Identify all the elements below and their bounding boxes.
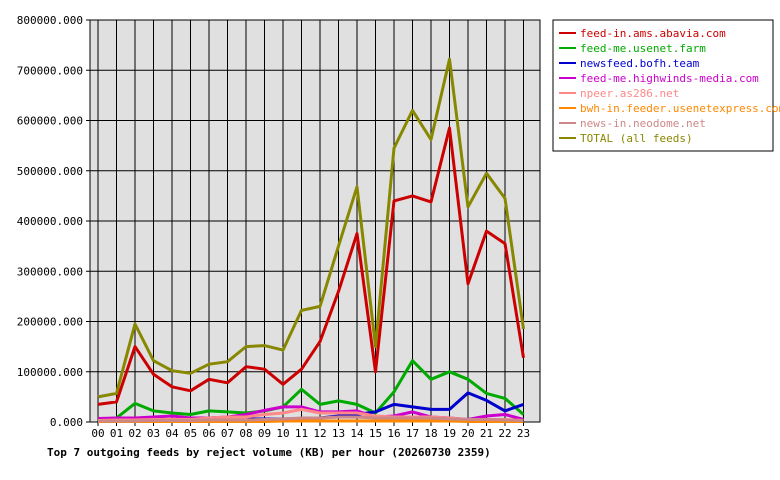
x-tick-label: 05 — [184, 427, 197, 440]
x-tick-label: 07 — [221, 427, 234, 440]
x-tick-label: 23 — [517, 427, 530, 440]
x-tick-label: 14 — [350, 427, 364, 440]
legend-label: npeer.as286.net — [580, 87, 679, 100]
y-tick-label: 500000.000 — [17, 165, 83, 178]
x-tick-label: 08 — [239, 427, 252, 440]
x-tick-label: 16 — [387, 427, 400, 440]
x-tick-label: 18 — [424, 427, 437, 440]
series-line-6 — [98, 415, 524, 423]
legend-label: feed-me.usenet.farm — [580, 42, 706, 55]
y-tick-label: 200000.000 — [17, 316, 83, 329]
series-line-1 — [97, 359, 525, 421]
x-tick-label: 00 — [91, 427, 104, 440]
x-tick-label: 20 — [461, 427, 474, 440]
x-tick-label: 13 — [332, 427, 345, 440]
y-tick-label: 600000.000 — [17, 115, 83, 128]
x-tick-label: 12 — [313, 427, 326, 440]
legend-label: feed-me.highwinds-media.com — [580, 72, 759, 85]
legend-label: bwh-in.feeder.usenetexpress.com — [580, 102, 780, 115]
y-tick-label: 300000.000 — [17, 265, 83, 278]
series-lines — [97, 57, 525, 423]
y-tick-label: 400000.000 — [17, 215, 83, 228]
x-tick-label: 17 — [406, 427, 419, 440]
legend: feed-in.ams.abavia.com feed-me.usenet.far… — [552, 19, 780, 152]
x-tick-label: 21 — [480, 427, 493, 440]
y-tick-label: 0.000 — [50, 416, 83, 429]
x-tick-label: 01 — [110, 427, 123, 440]
series-line-7 — [97, 57, 525, 399]
legend-label: news-in.neodome.net — [580, 117, 706, 130]
y-tick-label: 800000.000 — [17, 14, 83, 27]
x-tick-label: 04 — [165, 427, 179, 440]
x-tick-label: 11 — [295, 427, 308, 440]
series-line-0 — [97, 126, 525, 406]
x-tick-label: 19 — [443, 427, 456, 440]
chart-title: Top 7 outgoing feeds by reject volume (K… — [47, 446, 491, 459]
legend-label: feed-in.ams.abavia.com — [580, 27, 726, 40]
legend-box — [552, 19, 774, 152]
legend-label: newsfeed.bofh.team — [580, 57, 700, 70]
x-tick-label: 22 — [498, 427, 511, 440]
y-axis: 0.000 100000.000 200000.000 300000.000 40000… — [17, 14, 90, 429]
x-tick-label: 10 — [276, 427, 289, 440]
x-tick-label: 02 — [128, 427, 141, 440]
legend-label: TOTAL (all feeds) — [580, 132, 693, 145]
y-tick-label: 100000.000 — [17, 366, 83, 379]
x-tick-label: 03 — [147, 427, 160, 440]
x-axis: 00 01 02 03 04 05 06 07 08 09 10 11 12 13 14 15 16 17 18 19… — [91, 422, 530, 440]
x-tick-label: 15 — [369, 427, 382, 440]
x-tick-label: 09 — [258, 427, 271, 440]
x-tick-label: 06 — [202, 427, 215, 440]
y-tick-label: 700000.000 — [17, 64, 83, 77]
